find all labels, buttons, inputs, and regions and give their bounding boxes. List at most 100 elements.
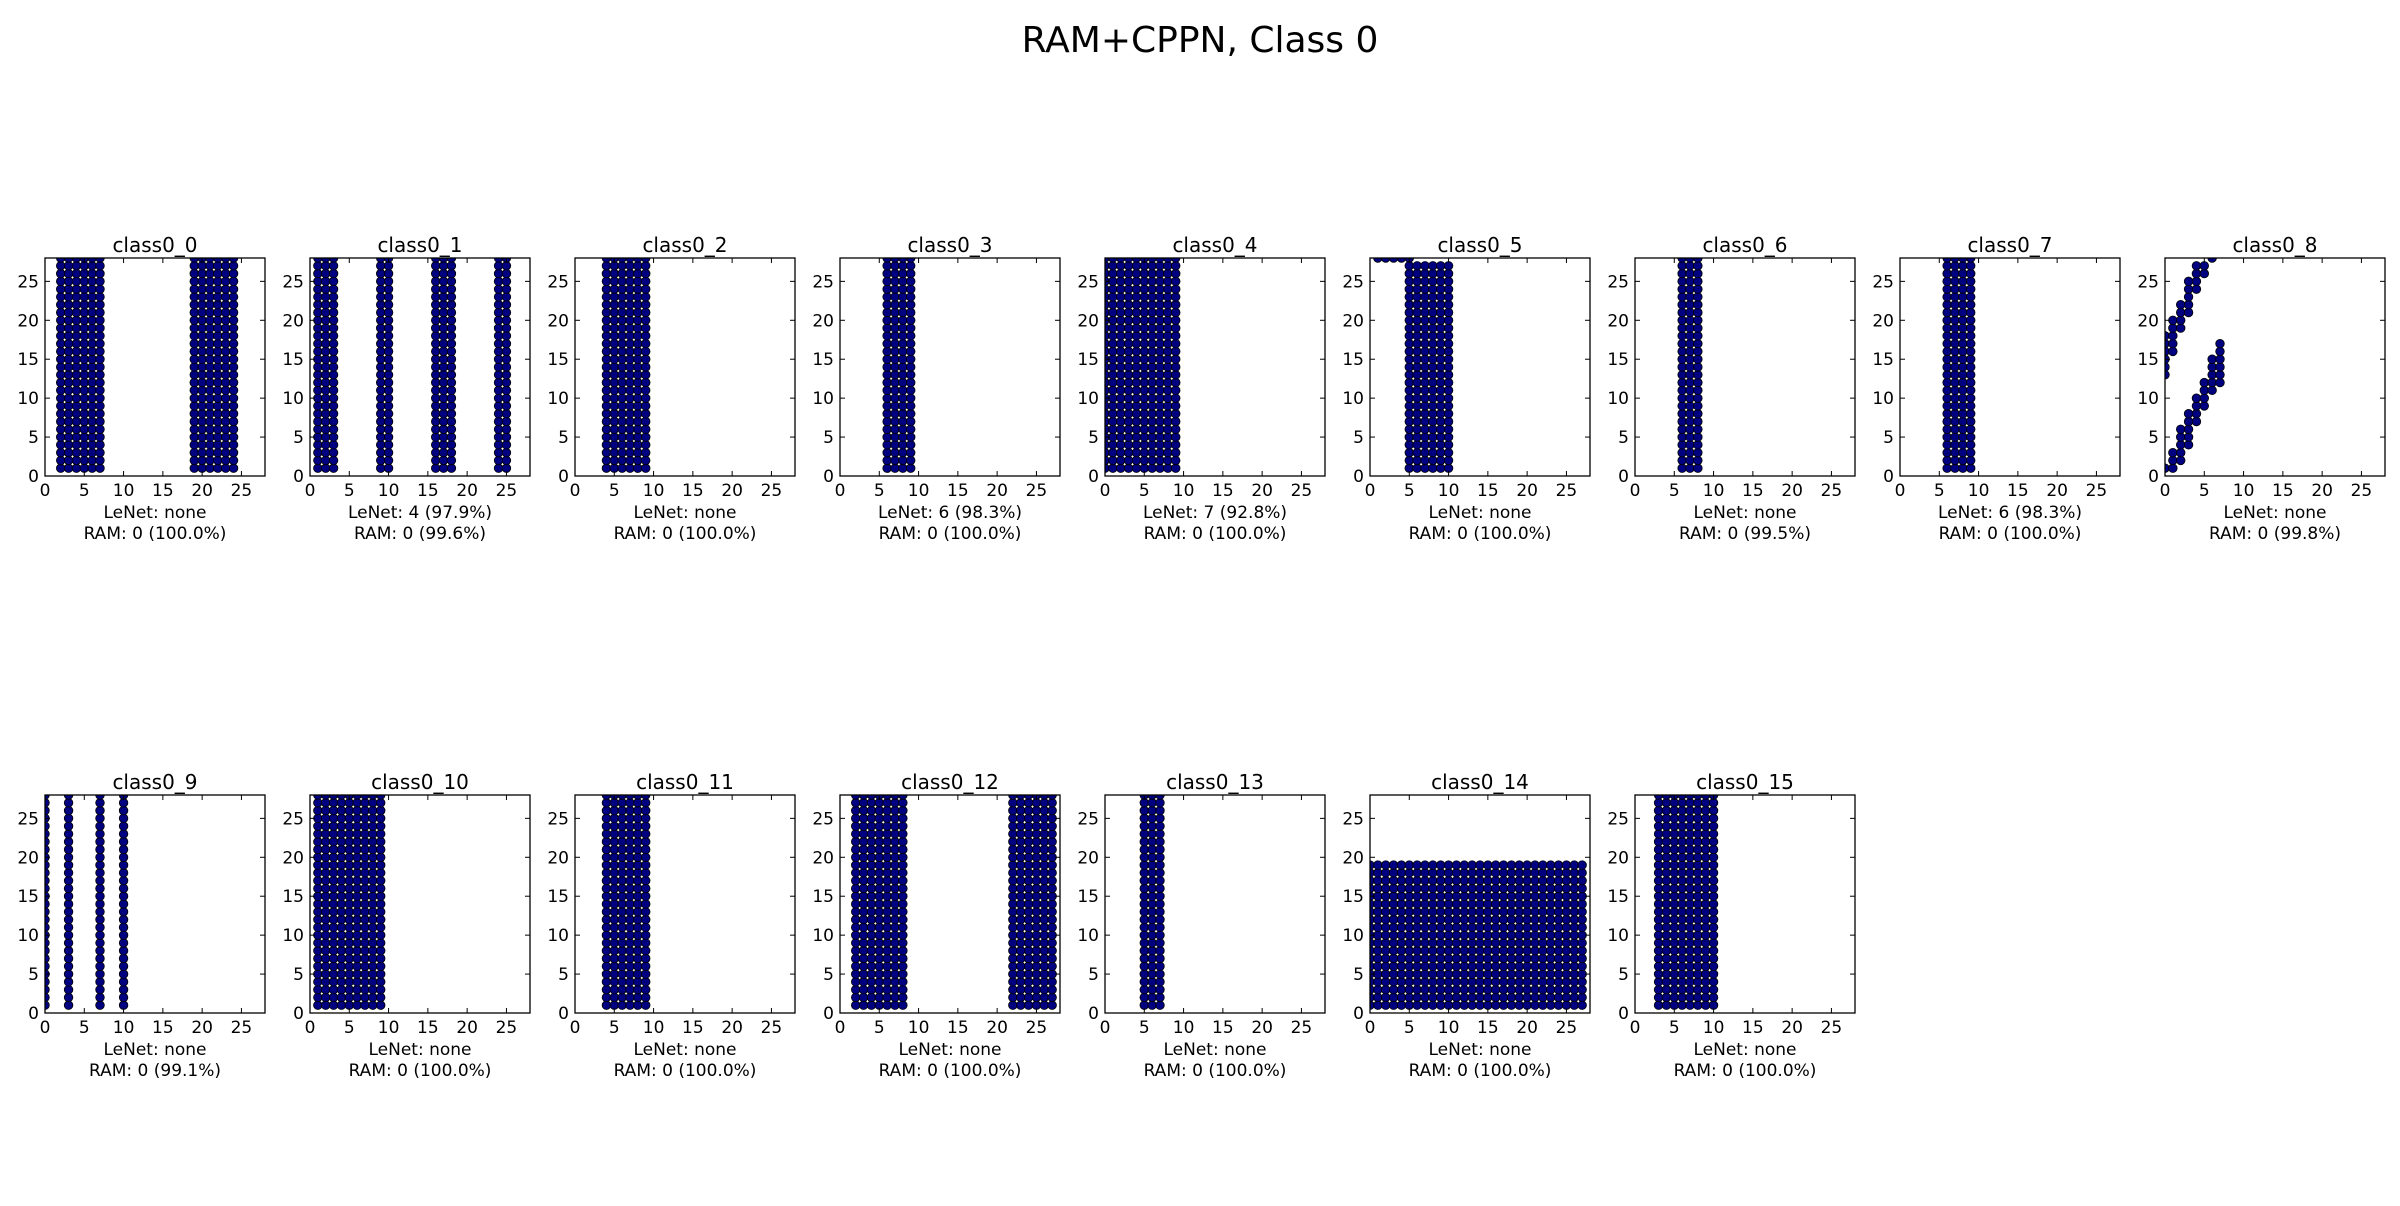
data-point: [1685, 432, 1695, 442]
data-point: [1669, 868, 1679, 878]
data-point: [858, 922, 869, 933]
data-point: [1561, 860, 1572, 870]
subplot-title: class0_0: [112, 233, 197, 257]
data-point: [1147, 440, 1157, 450]
data-point: [1701, 984, 1711, 995]
y-tick-label: 0: [1088, 1004, 1099, 1024]
data-point: [1147, 992, 1157, 1003]
data-point: [866, 961, 877, 971]
data-point: [858, 852, 869, 862]
data-point: [1677, 354, 1687, 364]
data-point: [1139, 307, 1149, 318]
data-point: [641, 837, 651, 847]
data-point: [906, 276, 916, 287]
data-point: [874, 868, 884, 878]
data-point: [368, 891, 378, 901]
data-point: [1966, 268, 1976, 279]
data-point: [1685, 338, 1695, 349]
data-point: [617, 401, 627, 411]
data-point: [360, 813, 370, 824]
data-point: [609, 292, 619, 302]
data-point: [633, 258, 643, 263]
data-point: [189, 362, 199, 372]
data-point: [1538, 984, 1548, 995]
data-point: [1139, 829, 1149, 839]
data-point: [625, 323, 635, 333]
data-point: [87, 338, 97, 349]
data-point: [851, 953, 861, 964]
data-point: [1677, 393, 1687, 403]
data-point: [633, 307, 643, 318]
data-point: [1569, 977, 1579, 987]
data-point: [336, 844, 347, 855]
data-point: [1522, 883, 1532, 894]
data-point: [1514, 961, 1524, 971]
data-point: [56, 447, 66, 458]
data-point: [1420, 868, 1430, 878]
data-point: [1436, 362, 1446, 372]
data-point: [1459, 875, 1469, 886]
data-point: [1023, 883, 1034, 894]
data-point: [1701, 798, 1711, 808]
data-point: [1708, 852, 1719, 862]
data-point: [1116, 331, 1126, 341]
data-point: [95, 907, 105, 917]
y-tick-label: 5: [558, 428, 569, 448]
data-point: [1491, 922, 1501, 933]
data-point: [1147, 331, 1157, 341]
data-point: [438, 346, 449, 357]
data-point: [328, 946, 339, 956]
data-point: [1147, 377, 1157, 388]
data-point: [1677, 424, 1687, 434]
data-point: [1467, 984, 1477, 995]
data-point: [1661, 969, 1672, 979]
data-point: [438, 307, 449, 318]
data-point: [1139, 276, 1149, 287]
data-point: [352, 984, 362, 995]
data-point: [601, 868, 612, 878]
data-point: [633, 409, 643, 419]
data-point: [1404, 370, 1414, 380]
data-point: [601, 875, 612, 886]
y-tick-label: 0: [28, 467, 39, 487]
data-point: [344, 930, 354, 940]
data-point: [1467, 907, 1477, 917]
data-point: [1155, 362, 1165, 372]
subplot-title: class0_2: [642, 233, 727, 257]
data-point: [1561, 969, 1572, 979]
data-point: [1108, 416, 1118, 427]
data-point: [1708, 946, 1719, 956]
ram-label: RAM: 0 (100.0%): [879, 524, 1022, 544]
data-point: [79, 409, 89, 419]
data-point: [1147, 961, 1157, 971]
data-point: [321, 969, 331, 979]
ram-label: RAM: 0 (100.0%): [349, 1061, 492, 1081]
data-point: [1155, 268, 1165, 279]
data-point: [118, 992, 129, 1003]
data-point: [1693, 930, 1703, 940]
data-point: [1950, 276, 1960, 287]
data-point: [1436, 385, 1446, 396]
data-point: [641, 401, 651, 411]
data-point: [1685, 844, 1695, 855]
lenet-label: LeNet: 7 (92.8%): [1143, 503, 1287, 523]
data-point: [2199, 377, 2209, 388]
y-tick-label: 20: [17, 848, 39, 868]
subplot-title: class0_14: [1431, 770, 1529, 794]
y-tick-label: 25: [547, 809, 569, 829]
data-point: [1131, 292, 1142, 302]
data-point: [882, 455, 892, 466]
data-point: [493, 463, 504, 473]
data-point: [313, 868, 323, 878]
data-point: [313, 977, 323, 987]
data-point: [1116, 276, 1126, 287]
data-point: [63, 258, 74, 263]
data-point: [2191, 261, 2202, 271]
axes-frame: [839, 794, 1061, 1014]
data-point: [205, 416, 215, 427]
data-point: [118, 899, 129, 909]
data-point: [1577, 868, 1587, 878]
data-point: [633, 829, 643, 839]
data-point: [1123, 276, 1134, 287]
